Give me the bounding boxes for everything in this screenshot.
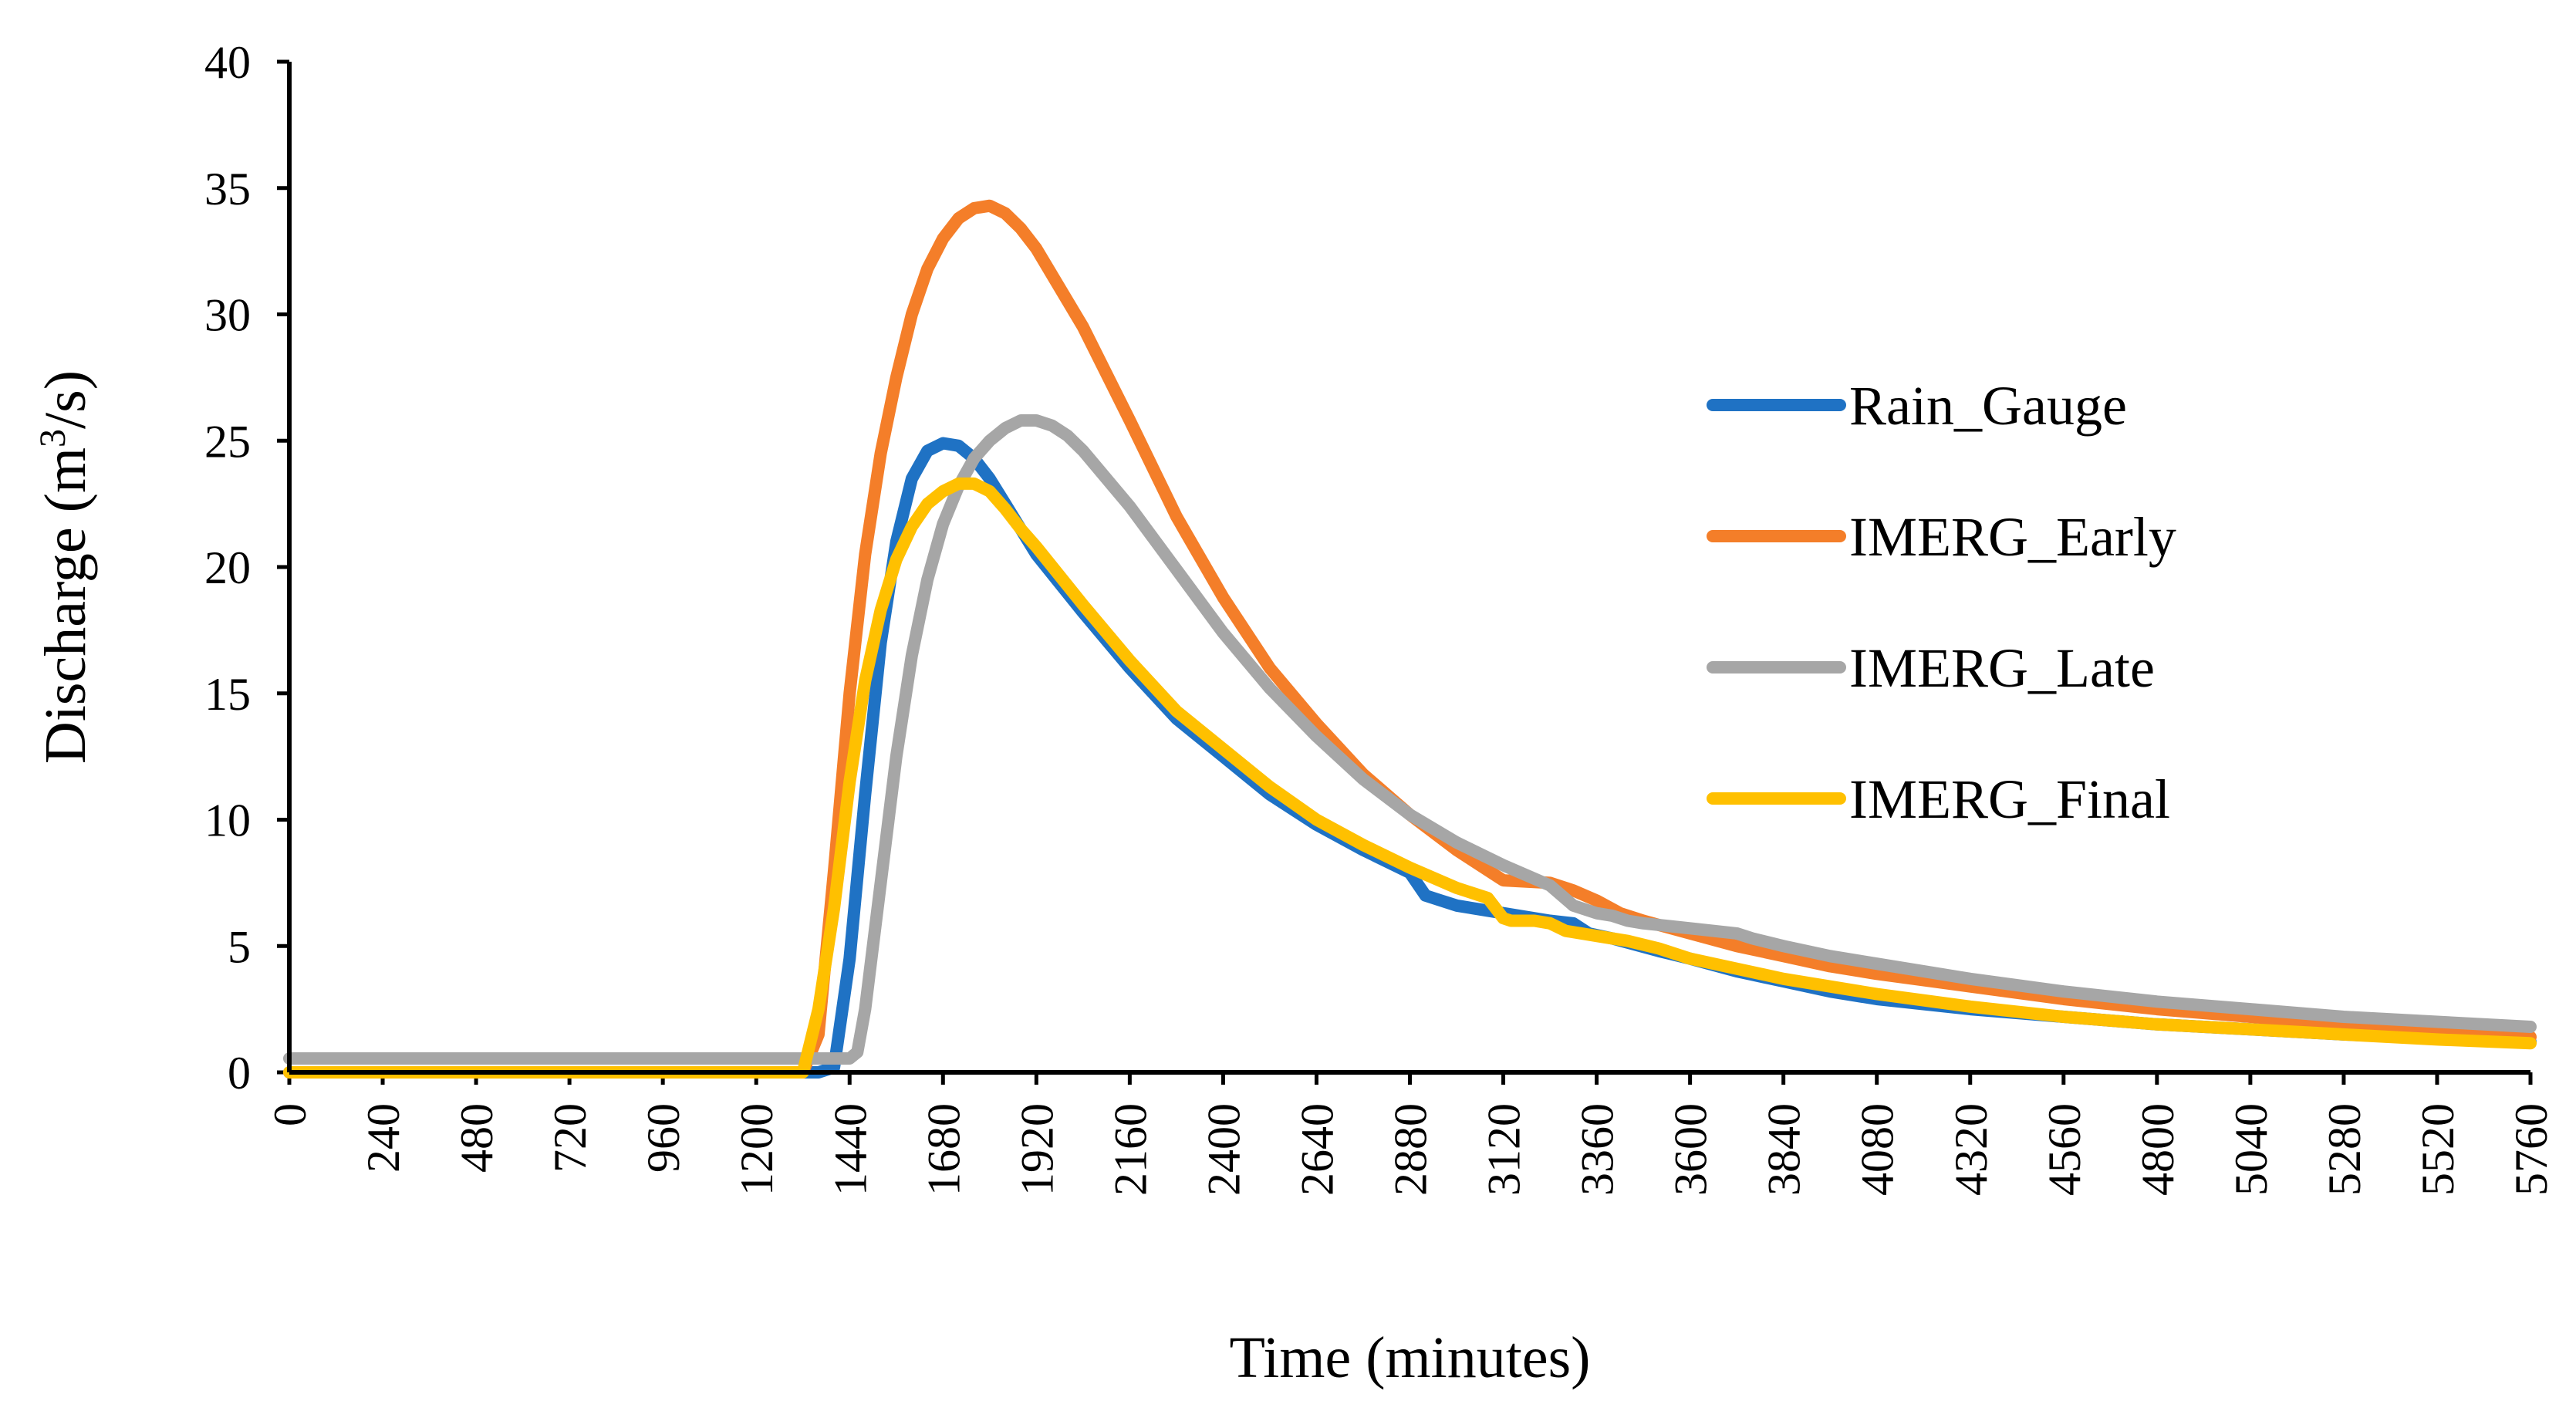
x-tick-label: 720	[545, 1103, 596, 1173]
x-tick-label: 2400	[1198, 1103, 1249, 1196]
x-tick-label: 1440	[825, 1103, 876, 1196]
legend-label-imerg-early: IMERG_Early	[1849, 506, 2176, 568]
x-tick-label: 960	[638, 1103, 689, 1173]
x-tick-label: 2880	[1386, 1103, 1437, 1196]
y-tick-label: 0	[228, 1048, 251, 1099]
legend-label-imerg-late: IMERG_Late	[1849, 637, 2155, 699]
x-axis-ticks: 0 240 480 720 960 1200 1440 1680 1920 2160 2400 264…	[265, 1072, 2557, 1196]
y-tick-label: 35	[204, 164, 251, 214]
series-lines	[283, 199, 2537, 1079]
y-tick-label: 40	[204, 37, 251, 88]
x-tick-label: 3360	[1572, 1103, 1623, 1196]
x-axis-title: Time (minutes)	[1230, 1325, 1591, 1390]
series-line-imerg-early	[283, 199, 2537, 1079]
y-axis-title-main: Discharge (m	[33, 447, 98, 764]
x-tick-label: 3840	[1759, 1103, 1810, 1196]
x-tick-label: 480	[451, 1103, 502, 1173]
y-axis-ticks: 0 5 10 15 20 25 30 35 40	[204, 37, 289, 1099]
x-tick-label: 5520	[2412, 1103, 2463, 1196]
x-tick-label: 2160	[1105, 1103, 1156, 1196]
series-line-imerg-final	[283, 477, 2537, 1079]
x-tick-label: 0	[265, 1103, 316, 1126]
x-tick-label: 5760	[2506, 1103, 2557, 1196]
x-tick-label: 2640	[1291, 1103, 1342, 1196]
legend-label-imerg-final: IMERG_Final	[1849, 768, 2170, 830]
y-axis-title-units: /s)	[33, 370, 98, 429]
x-tick-label: 3600	[1666, 1103, 1717, 1196]
series-line-rain-gauge	[283, 437, 2537, 1079]
x-tick-label: 5040	[2226, 1103, 2277, 1196]
y-tick-label: 10	[204, 795, 251, 846]
y-tick-label: 15	[204, 669, 251, 720]
series-line-imerg-late	[283, 414, 2537, 1065]
x-tick-label: 4560	[2039, 1103, 2090, 1196]
y-axis-title-superscript: 3	[32, 429, 73, 447]
y-tick-label: 20	[204, 542, 251, 593]
legend-label-rain-gauge: Rain_Gauge	[1849, 375, 2127, 437]
y-axis-title: Discharge (m3/s)	[32, 370, 99, 764]
legend: Rain_Gauge IMERG_Early IMERG_Late IMERG_Fin…	[1707, 375, 2176, 830]
x-tick-label: 1920	[1011, 1103, 1062, 1196]
x-tick-label: 240	[358, 1103, 409, 1173]
x-tick-label: 3120	[1479, 1103, 1530, 1196]
x-tick-label: 5280	[2319, 1103, 2370, 1196]
x-tick-label: 4800	[2132, 1103, 2183, 1196]
y-tick-label: 30	[204, 290, 251, 341]
y-tick-label: 25	[204, 416, 251, 467]
x-tick-label: 4320	[1946, 1103, 1997, 1196]
y-tick-label: 5	[228, 921, 251, 972]
x-tick-label: 1200	[731, 1103, 782, 1196]
x-tick-label: 1680	[918, 1103, 969, 1196]
x-tick-label: 4080	[1852, 1103, 1903, 1196]
